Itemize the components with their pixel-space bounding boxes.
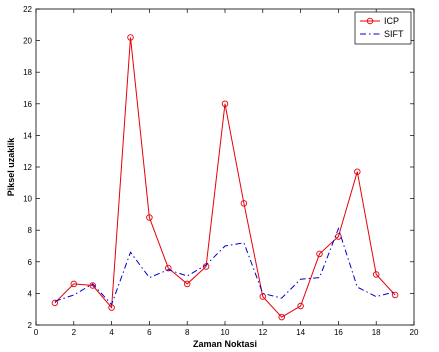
data-point-icp — [259, 293, 267, 300]
data-point-icp — [372, 271, 380, 278]
data-point-icp — [391, 291, 399, 299]
data-point-icp — [354, 168, 361, 175]
data-point-icp — [240, 200, 248, 207]
data-point-icp — [278, 313, 285, 321]
x-tick-label: 20 — [410, 328, 419, 337]
data-point-icp — [70, 280, 78, 288]
data-point-icp — [183, 280, 191, 288]
x-tick-label: 6 — [147, 328, 152, 337]
y-tick-label: 12 — [23, 163, 32, 172]
data-point-icp — [297, 302, 304, 310]
series-layer — [51, 34, 399, 321]
data-point-icp — [316, 250, 323, 258]
y-tick-label: 20 — [23, 37, 32, 46]
data-point-icp — [146, 214, 153, 221]
y-axis-title: Piksel uzaklik — [6, 137, 16, 197]
data-point-icp — [89, 282, 96, 289]
series-line-sift — [54, 227, 396, 306]
legend-label-sift: SIFT — [384, 29, 404, 39]
data-point-icp — [165, 264, 172, 272]
x-tick-label: 16 — [334, 328, 343, 337]
legend-box — [354, 11, 412, 45]
x-tick-label: 10 — [221, 328, 230, 337]
y-tick-label: 6 — [28, 258, 33, 267]
plot-frame — [35, 8, 415, 326]
y-tick-label: 18 — [23, 68, 32, 77]
y-tick-label: 22 — [23, 5, 32, 14]
x-tick-label: 18 — [372, 328, 381, 337]
y-tick-label: 2 — [28, 321, 33, 330]
data-point-icp — [221, 100, 229, 108]
x-tick-label: 2 — [72, 328, 77, 337]
series-line-icp — [54, 37, 396, 318]
x-tick-label: 4 — [109, 328, 114, 337]
x-tick-label: 8 — [185, 328, 190, 337]
x-tick-label: 14 — [296, 328, 305, 337]
legend: ICP SIFT — [354, 11, 412, 45]
data-point-icp — [202, 263, 210, 270]
data-point-icp — [127, 34, 134, 41]
x-tick-label: 0 — [34, 328, 39, 337]
y-tick-label: 10 — [23, 195, 32, 204]
plot-area — [35, 8, 415, 326]
y-tick-label: 16 — [23, 100, 32, 109]
data-point-icp — [51, 299, 59, 307]
x-tick-label: 12 — [258, 328, 267, 337]
legend-marker-icp — [366, 17, 374, 25]
legend-label-icp: ICP — [384, 16, 399, 26]
y-tick-label: 4 — [28, 289, 33, 298]
y-tick-label: 8 — [28, 226, 33, 235]
x-axis-title: Zaman Noktasi — [193, 339, 257, 349]
y-tick-label: 14 — [23, 131, 32, 140]
